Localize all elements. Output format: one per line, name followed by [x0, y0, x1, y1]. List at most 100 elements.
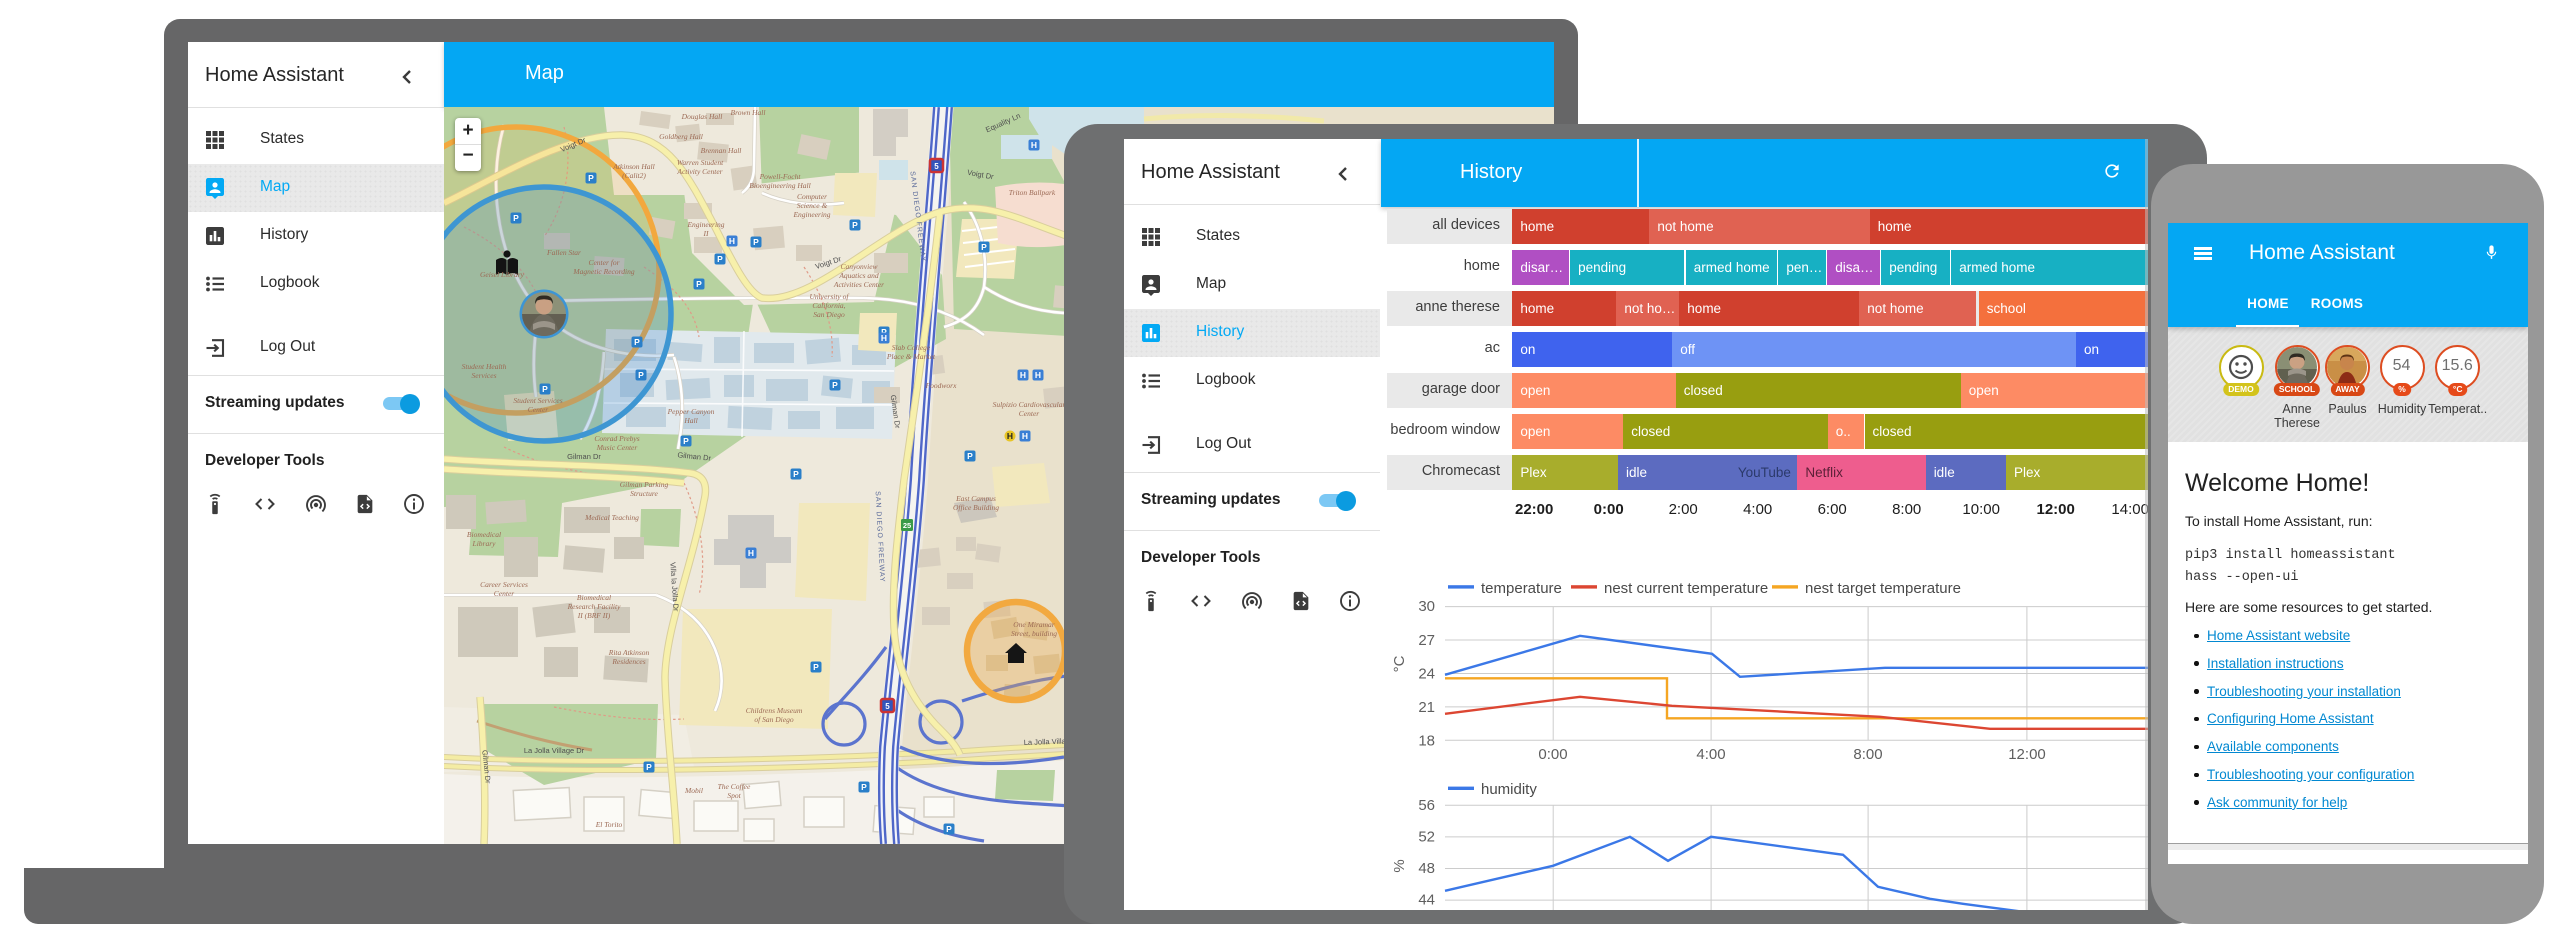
svg-text:Engineering: Engineering	[686, 220, 724, 229]
svg-text:H: H	[881, 333, 887, 343]
svg-text:East Campus: East Campus	[955, 494, 996, 503]
svg-text:44: 44	[1418, 892, 1435, 909]
svg-text:Hall: Hall	[683, 416, 697, 425]
svg-text:Aquatics and: Aquatics and	[838, 271, 879, 280]
svg-text:P: P	[946, 824, 952, 834]
svg-text:El Torito: El Torito	[595, 820, 623, 829]
svg-text:Brown Hall: Brown Hall	[731, 108, 766, 117]
svg-text:24: 24	[1418, 666, 1435, 683]
svg-text:Medical Teaching: Medical Teaching	[584, 513, 639, 522]
svg-text:Canyonview: Canyonview	[840, 262, 877, 271]
svg-text:P: P	[696, 279, 702, 289]
svg-text:48: 48	[1418, 860, 1435, 877]
svg-text:Spot: Spot	[727, 791, 741, 800]
svg-text:H: H	[1031, 140, 1037, 150]
svg-text:Rita Atkinson: Rita Atkinson	[608, 648, 650, 657]
svg-text:Activities Center: Activities Center	[833, 280, 884, 289]
svg-text:52: 52	[1418, 829, 1435, 846]
svg-text:H: H	[748, 548, 754, 558]
svg-text:5: 5	[934, 162, 939, 171]
svg-text:Research Facility: Research Facility	[567, 602, 621, 611]
svg-text:Street, building: Street, building	[1011, 629, 1057, 638]
svg-text:Office Building: Office Building	[953, 503, 999, 512]
svg-text:Science &: Science &	[797, 201, 828, 210]
svg-text:Childrens Museum: Childrens Museum	[746, 706, 803, 715]
svg-text:Slab College: Slab College	[892, 343, 931, 352]
svg-text:Douglas Hall: Douglas Hall	[681, 112, 723, 121]
svg-text:Career Services: Career Services	[480, 580, 528, 589]
svg-text:Computer: Computer	[797, 192, 827, 201]
svg-text:P: P	[542, 384, 548, 394]
svg-text:Goldberg Hall: Goldberg Hall	[659, 132, 703, 141]
svg-text:Triton Ballpark: Triton Ballpark	[1009, 188, 1056, 197]
svg-text:Center: Center	[1019, 409, 1039, 418]
svg-text:P: P	[683, 436, 689, 446]
svg-text:Services: Services	[472, 371, 497, 380]
svg-text:II (BRF II): II (BRF II)	[577, 611, 611, 620]
svg-text:4:00: 4:00	[1696, 746, 1725, 763]
svg-text:P: P	[753, 237, 759, 247]
svg-text:H: H	[1020, 370, 1026, 380]
svg-text:San Diego: San Diego	[813, 310, 845, 319]
svg-text:%: %	[1391, 859, 1408, 872]
svg-text:Fallen Star: Fallen Star	[546, 248, 581, 257]
svg-text:Mobil: Mobil	[684, 786, 703, 795]
svg-text:Geisel Library: Geisel Library	[480, 270, 525, 279]
svg-text:21: 21	[1418, 699, 1435, 716]
svg-text:5: 5	[885, 702, 890, 711]
svg-text:Music Center: Music Center	[596, 443, 638, 452]
svg-text:nest target temperature: nest target temperature	[1805, 580, 1961, 597]
svg-text:University of: University of	[810, 292, 850, 301]
svg-text:Magnetic Recording: Magnetic Recording	[572, 267, 634, 276]
svg-text:Brennan Hall: Brennan Hall	[701, 146, 742, 155]
svg-text:Conrad Prebys: Conrad Prebys	[594, 434, 639, 443]
svg-text:Warren Student: Warren Student	[677, 158, 724, 167]
svg-text:H: H	[729, 236, 735, 246]
svg-text:P: P	[793, 469, 799, 479]
svg-text:California,: California,	[812, 301, 845, 310]
svg-text:P: P	[813, 662, 819, 672]
svg-text:Atkinson Hall: Atkinson Hall	[612, 162, 654, 171]
svg-text:Student Services: Student Services	[513, 396, 562, 405]
svg-text:Engineering: Engineering	[792, 210, 830, 219]
svg-text:Student Health: Student Health	[462, 362, 507, 371]
svg-text:P: P	[634, 337, 640, 347]
svg-text:Structure: Structure	[630, 489, 658, 498]
svg-text:Gilman Dr: Gilman Dr	[677, 450, 712, 463]
svg-text:P: P	[513, 213, 519, 223]
svg-text:25: 25	[903, 521, 911, 530]
svg-text:Center for: Center for	[588, 258, 619, 267]
svg-text:One Miramar: One Miramar	[1013, 620, 1055, 629]
svg-text:H: H	[1035, 370, 1041, 380]
svg-text:P: P	[638, 370, 644, 380]
svg-text:Powell-Focht: Powell-Focht	[759, 172, 802, 181]
svg-text:Center: Center	[528, 405, 548, 414]
svg-text:humidity: humidity	[1481, 781, 1537, 798]
svg-text:of San Diego: of San Diego	[754, 715, 793, 724]
svg-text:0:00: 0:00	[1538, 746, 1567, 763]
svg-text:La Jolla Village Dr: La Jolla Village Dr	[1024, 736, 1085, 747]
svg-text:Place & Market: Place & Market	[886, 352, 936, 361]
svg-text:P: P	[717, 254, 723, 264]
svg-text:56: 56	[1418, 797, 1435, 814]
svg-text:Sulpizio Cardiovascular: Sulpizio Cardiovascular	[993, 400, 1066, 409]
svg-text:P: P	[881, 327, 887, 337]
svg-text:P: P	[967, 451, 973, 461]
svg-text:H: H	[1022, 431, 1028, 441]
svg-text:Center: Center	[494, 589, 514, 598]
svg-text:(Calit2): (Calit2)	[622, 171, 646, 180]
svg-text:II: II	[703, 229, 709, 238]
svg-text:27: 27	[1418, 632, 1435, 649]
svg-text:The Coffee: The Coffee	[718, 782, 751, 791]
svg-text:Gilman Parking: Gilman Parking	[620, 480, 669, 489]
svg-text:Bioengineering Hall: Bioengineering Hall	[749, 181, 810, 190]
svg-text:Residences: Residences	[611, 657, 645, 666]
svg-text:12:00: 12:00	[2008, 746, 2046, 763]
svg-text:Pepper Canyon: Pepper Canyon	[667, 407, 715, 416]
svg-text:30: 30	[1418, 598, 1435, 615]
svg-text:P: P	[646, 762, 652, 772]
svg-text:Biomedical: Biomedical	[467, 530, 501, 539]
svg-text:nest current temperature: nest current temperature	[1604, 580, 1768, 597]
svg-text:P: P	[861, 782, 867, 792]
svg-text:Gilman Dr: Gilman Dr	[480, 749, 493, 784]
